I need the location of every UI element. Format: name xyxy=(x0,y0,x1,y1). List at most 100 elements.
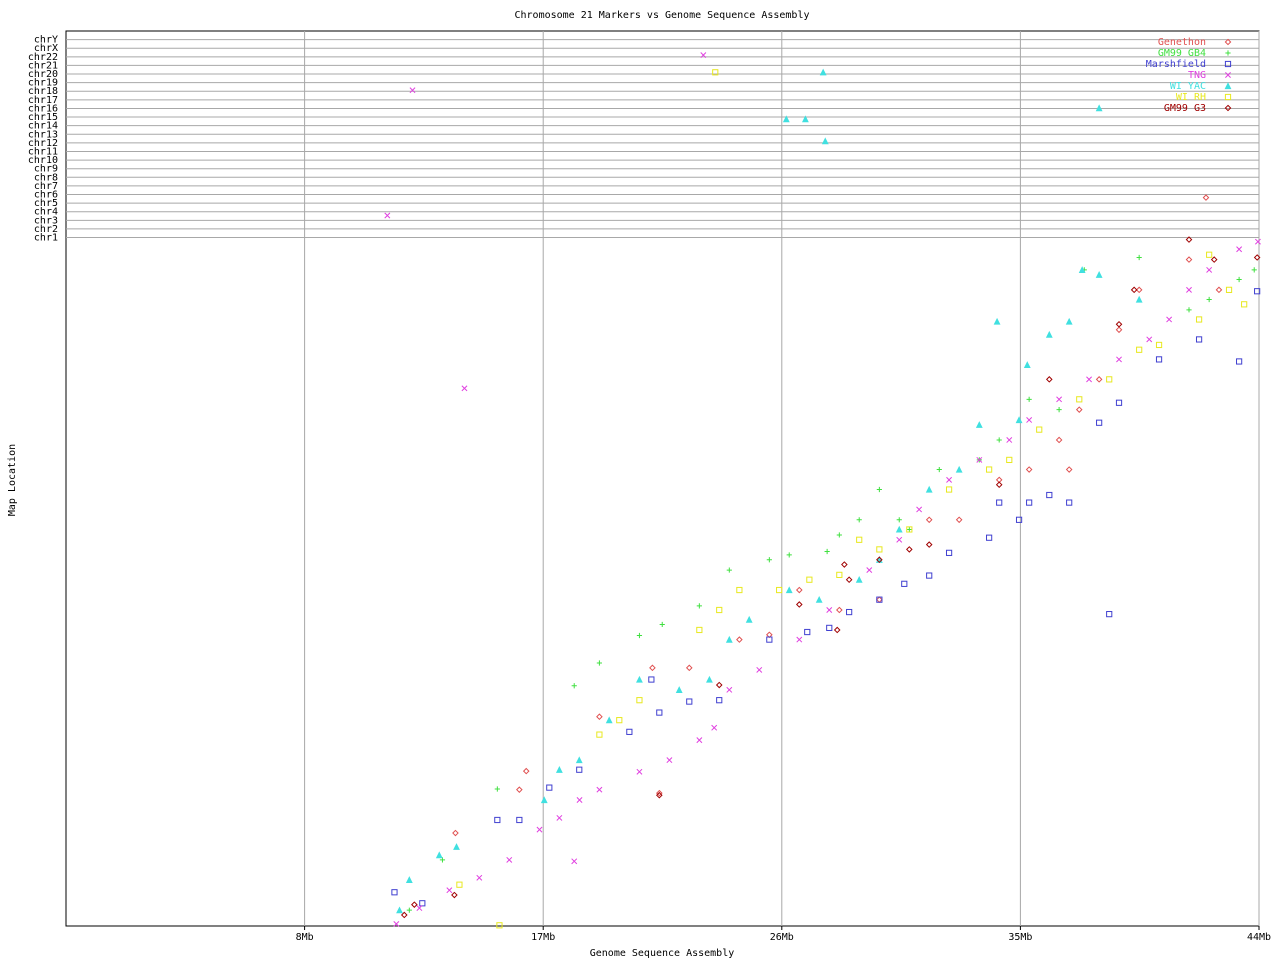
point xyxy=(815,595,823,603)
legend-marker xyxy=(1225,50,1231,56)
legend-label: WI RH xyxy=(1176,92,1206,103)
point xyxy=(461,385,468,392)
point xyxy=(1136,254,1142,261)
point xyxy=(901,580,908,587)
point xyxy=(1166,316,1173,323)
point xyxy=(1075,406,1083,413)
point xyxy=(555,766,563,773)
point xyxy=(419,900,426,907)
point xyxy=(1136,346,1143,353)
point xyxy=(925,541,933,548)
point xyxy=(1195,316,1203,323)
point xyxy=(1236,276,1242,283)
y-tick-label: chrX xyxy=(34,43,58,54)
legend-label: WI YAC xyxy=(1170,81,1206,92)
point xyxy=(1055,436,1063,444)
point xyxy=(1015,516,1023,523)
point xyxy=(1115,399,1123,406)
point xyxy=(636,768,643,775)
point xyxy=(846,608,853,616)
y-tick-label: chr17 xyxy=(28,95,58,106)
point xyxy=(626,728,633,735)
point xyxy=(1066,499,1073,506)
point xyxy=(715,681,723,689)
point xyxy=(1155,341,1163,349)
point xyxy=(906,546,913,553)
point xyxy=(995,481,1003,489)
point xyxy=(516,816,523,824)
point xyxy=(411,901,418,908)
point xyxy=(685,664,693,672)
point xyxy=(996,499,1003,506)
point xyxy=(596,731,603,738)
point xyxy=(1254,238,1261,245)
point xyxy=(576,766,583,773)
point xyxy=(821,137,829,145)
y-tick-label: chr4 xyxy=(34,207,58,218)
point xyxy=(906,526,912,533)
point xyxy=(1025,466,1033,473)
point xyxy=(596,660,603,666)
legend-marker xyxy=(1224,82,1232,90)
legend-label: TNG xyxy=(1188,70,1206,81)
point xyxy=(476,874,483,881)
point xyxy=(1026,499,1033,506)
x-tick-label: 17Mb xyxy=(531,932,555,943)
x-tick-label: 35Mb xyxy=(1008,932,1032,943)
point xyxy=(875,556,883,563)
x-tick-label: 26Mb xyxy=(770,932,794,943)
point xyxy=(916,506,923,513)
plot-frame xyxy=(65,30,1260,927)
legend-label: Genethon xyxy=(1158,37,1206,48)
point xyxy=(896,517,902,523)
point xyxy=(636,697,643,704)
point xyxy=(571,683,577,689)
point xyxy=(845,576,853,584)
point xyxy=(1006,456,1013,464)
point xyxy=(1023,361,1031,369)
point xyxy=(400,911,408,919)
point xyxy=(716,697,723,704)
point xyxy=(826,607,833,613)
point xyxy=(1086,376,1093,383)
point xyxy=(686,698,693,705)
point xyxy=(405,876,413,883)
point xyxy=(786,552,792,558)
point xyxy=(836,606,843,614)
y-tick-label: chr3 xyxy=(34,215,58,226)
series xyxy=(452,194,1223,837)
series xyxy=(391,288,1261,907)
point xyxy=(666,757,673,764)
point xyxy=(696,603,702,609)
point xyxy=(1026,396,1032,402)
point xyxy=(522,767,530,775)
point xyxy=(833,626,841,634)
point xyxy=(540,796,548,804)
series xyxy=(406,254,1257,913)
point xyxy=(785,586,793,594)
point xyxy=(996,437,1002,443)
point xyxy=(1046,491,1053,499)
point xyxy=(1065,317,1073,325)
point xyxy=(696,737,703,744)
y-tick-label: chr21 xyxy=(28,60,58,71)
y-tick-label: chr11 xyxy=(28,146,58,157)
legend-label: GM99 G3 xyxy=(1164,103,1206,114)
point xyxy=(494,816,501,824)
point xyxy=(659,621,665,628)
legend-label: Marshfield xyxy=(1146,59,1206,70)
point xyxy=(706,675,713,683)
point xyxy=(795,586,803,594)
point xyxy=(1186,307,1192,313)
point xyxy=(435,851,443,859)
point xyxy=(1116,356,1122,363)
point xyxy=(993,317,1001,325)
point xyxy=(824,548,830,555)
x-tick-label: 44Mb xyxy=(1247,932,1271,943)
point xyxy=(711,724,718,731)
y-tick-label: chr2 xyxy=(34,224,58,235)
point xyxy=(1045,376,1053,383)
point xyxy=(896,536,903,543)
